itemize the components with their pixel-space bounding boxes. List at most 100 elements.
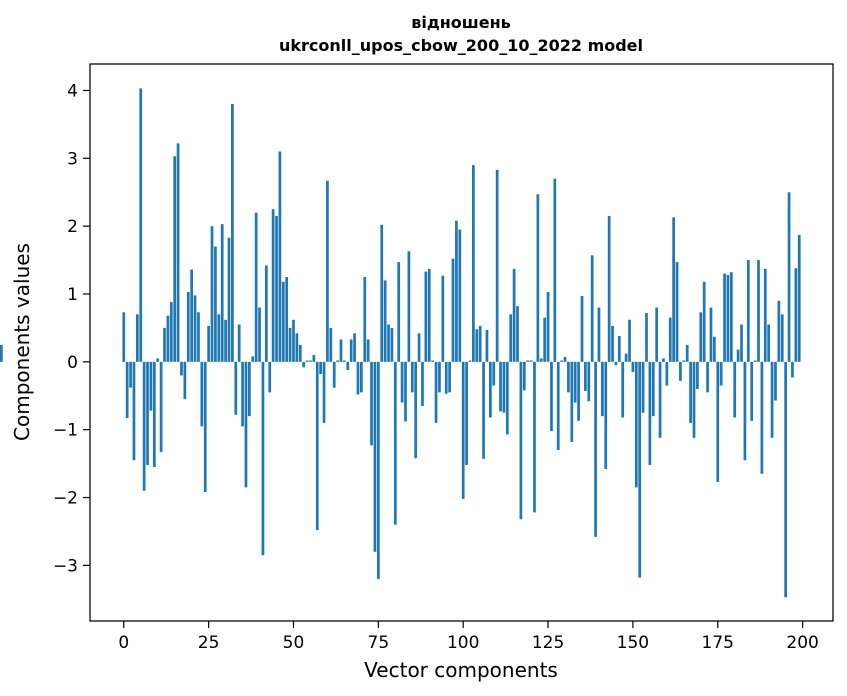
- bar: [492, 361, 496, 386]
- bar: [468, 360, 472, 362]
- bar: [645, 312, 648, 362]
- bar: [404, 361, 407, 422]
- bar: [641, 361, 645, 413]
- bar: [217, 314, 221, 362]
- bar: [190, 269, 194, 362]
- bar: [312, 355, 316, 362]
- bar: [241, 361, 244, 427]
- x-axis-label: Vector components: [364, 658, 558, 682]
- bar: [567, 361, 570, 393]
- bar: [512, 268, 516, 362]
- bar: [427, 268, 431, 362]
- bar: [526, 360, 530, 362]
- bar: [309, 360, 312, 362]
- bar: [662, 358, 665, 362]
- bar: [376, 361, 380, 579]
- bar: [478, 325, 482, 362]
- bar: [750, 361, 754, 421]
- bar: [536, 194, 540, 362]
- bar: [553, 178, 557, 362]
- bar: [488, 361, 492, 418]
- bar: [302, 361, 306, 368]
- bar: [709, 307, 713, 362]
- bar: [590, 255, 594, 362]
- chart-subtitle: ukrconll_upos_cbow_200_10_2022 model: [279, 36, 643, 55]
- bar: [438, 361, 441, 393]
- y-axis-label: Components values: [10, 243, 34, 441]
- bar: [668, 317, 672, 362]
- bar: [383, 280, 387, 362]
- bar: [237, 324, 241, 362]
- bar: [159, 361, 163, 453]
- bar: [353, 333, 356, 362]
- bar: [631, 361, 635, 373]
- bar: [298, 344, 302, 362]
- bar: [675, 262, 679, 362]
- bar: [397, 262, 401, 362]
- bar: [797, 234, 801, 362]
- bar: [692, 361, 696, 438]
- bar: [152, 361, 156, 467]
- bar: [584, 361, 587, 392]
- bar: [244, 361, 248, 488]
- y-tick-label: 2: [67, 217, 78, 237]
- x-tick-label: 125: [532, 633, 564, 653]
- bar: [719, 361, 723, 386]
- bar: [604, 361, 608, 470]
- bar: [746, 260, 750, 362]
- bar: [292, 319, 295, 362]
- bar: [329, 327, 333, 362]
- bar: [132, 361, 136, 461]
- bar: [743, 361, 747, 461]
- bar: [634, 361, 638, 488]
- x-tick-label: 75: [368, 633, 390, 653]
- bar: [740, 324, 743, 362]
- bar: [281, 281, 285, 362]
- bar: [777, 300, 781, 362]
- bar: [451, 258, 455, 362]
- bar: [166, 315, 170, 362]
- bar: [672, 217, 675, 362]
- bar: [214, 246, 217, 362]
- x-axis-ticks: 0 25 50 75 100 125 150 175 200: [118, 621, 819, 653]
- bar: [723, 273, 726, 362]
- bar: [142, 361, 146, 491]
- bar: [200, 361, 204, 427]
- bar: [611, 325, 614, 362]
- y-tick-label: 0: [67, 353, 78, 373]
- bar: [285, 277, 289, 362]
- bar: [258, 307, 261, 362]
- bar: [197, 312, 200, 362]
- x-tick-label: 175: [702, 633, 734, 653]
- bar: [733, 361, 737, 418]
- bar: [339, 339, 343, 362]
- bar: [495, 169, 499, 362]
- bar: [129, 361, 132, 388]
- bar: [370, 361, 373, 446]
- bar: [139, 88, 143, 362]
- bar: [753, 360, 757, 362]
- bar: [763, 268, 767, 362]
- bar: [169, 302, 173, 362]
- bar: [441, 275, 445, 362]
- bar: [248, 361, 251, 417]
- bar: [407, 251, 411, 362]
- bar: [482, 361, 485, 459]
- bar: [186, 291, 190, 362]
- bar: [176, 143, 180, 362]
- bar: [458, 229, 462, 362]
- bar: [475, 329, 479, 362]
- y-axis-ticks: −3 −2 −1 0 1 2 3 4: [53, 81, 90, 576]
- bar: [295, 333, 299, 362]
- bar: [254, 212, 258, 362]
- bar: [550, 361, 553, 432]
- bars-group: [0, 88, 801, 598]
- bar: [658, 361, 662, 438]
- bar: [360, 361, 363, 393]
- bar: [563, 357, 567, 362]
- bar: [543, 317, 547, 362]
- bar: [577, 361, 580, 421]
- bar: [332, 361, 336, 388]
- bar: [607, 215, 611, 362]
